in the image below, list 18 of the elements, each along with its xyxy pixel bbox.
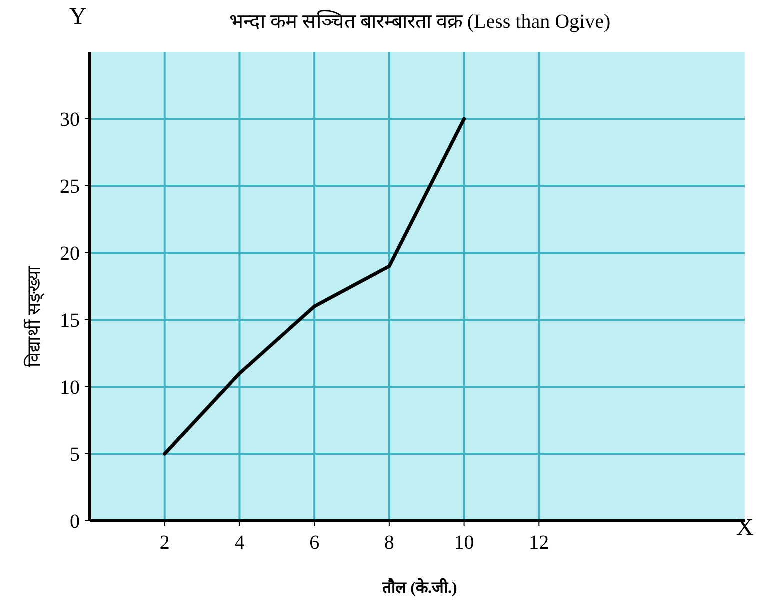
- x-tick-label: 10: [454, 532, 474, 554]
- line-series: [163, 117, 466, 456]
- x-tick-label: 8: [384, 532, 394, 554]
- y-tick-label: 0: [70, 511, 80, 533]
- y-tick-label: 20: [60, 243, 80, 265]
- x-axis-title: तौल (के.जी.): [382, 578, 458, 597]
- x-tick-label: 12: [529, 532, 550, 554]
- y-axis-title: विद्यार्थी सङ्ख्या: [23, 266, 45, 368]
- x-tick-label: 4: [234, 532, 245, 554]
- y-tick-label: 25: [60, 176, 80, 198]
- y-tick-label: 15: [60, 310, 80, 332]
- y-tick-label: 10: [60, 377, 80, 399]
- x-tick-label: 6: [310, 532, 320, 554]
- text: Y: [69, 4, 87, 30]
- y-tick-label: 5: [70, 444, 80, 466]
- y-tick-label: 30: [60, 109, 80, 131]
- x-tick-label: 2: [160, 532, 170, 554]
- chart-title: भन्दा कम सञ्चित बारम्बारता वक्र (Less than Ogive): [229, 10, 611, 33]
